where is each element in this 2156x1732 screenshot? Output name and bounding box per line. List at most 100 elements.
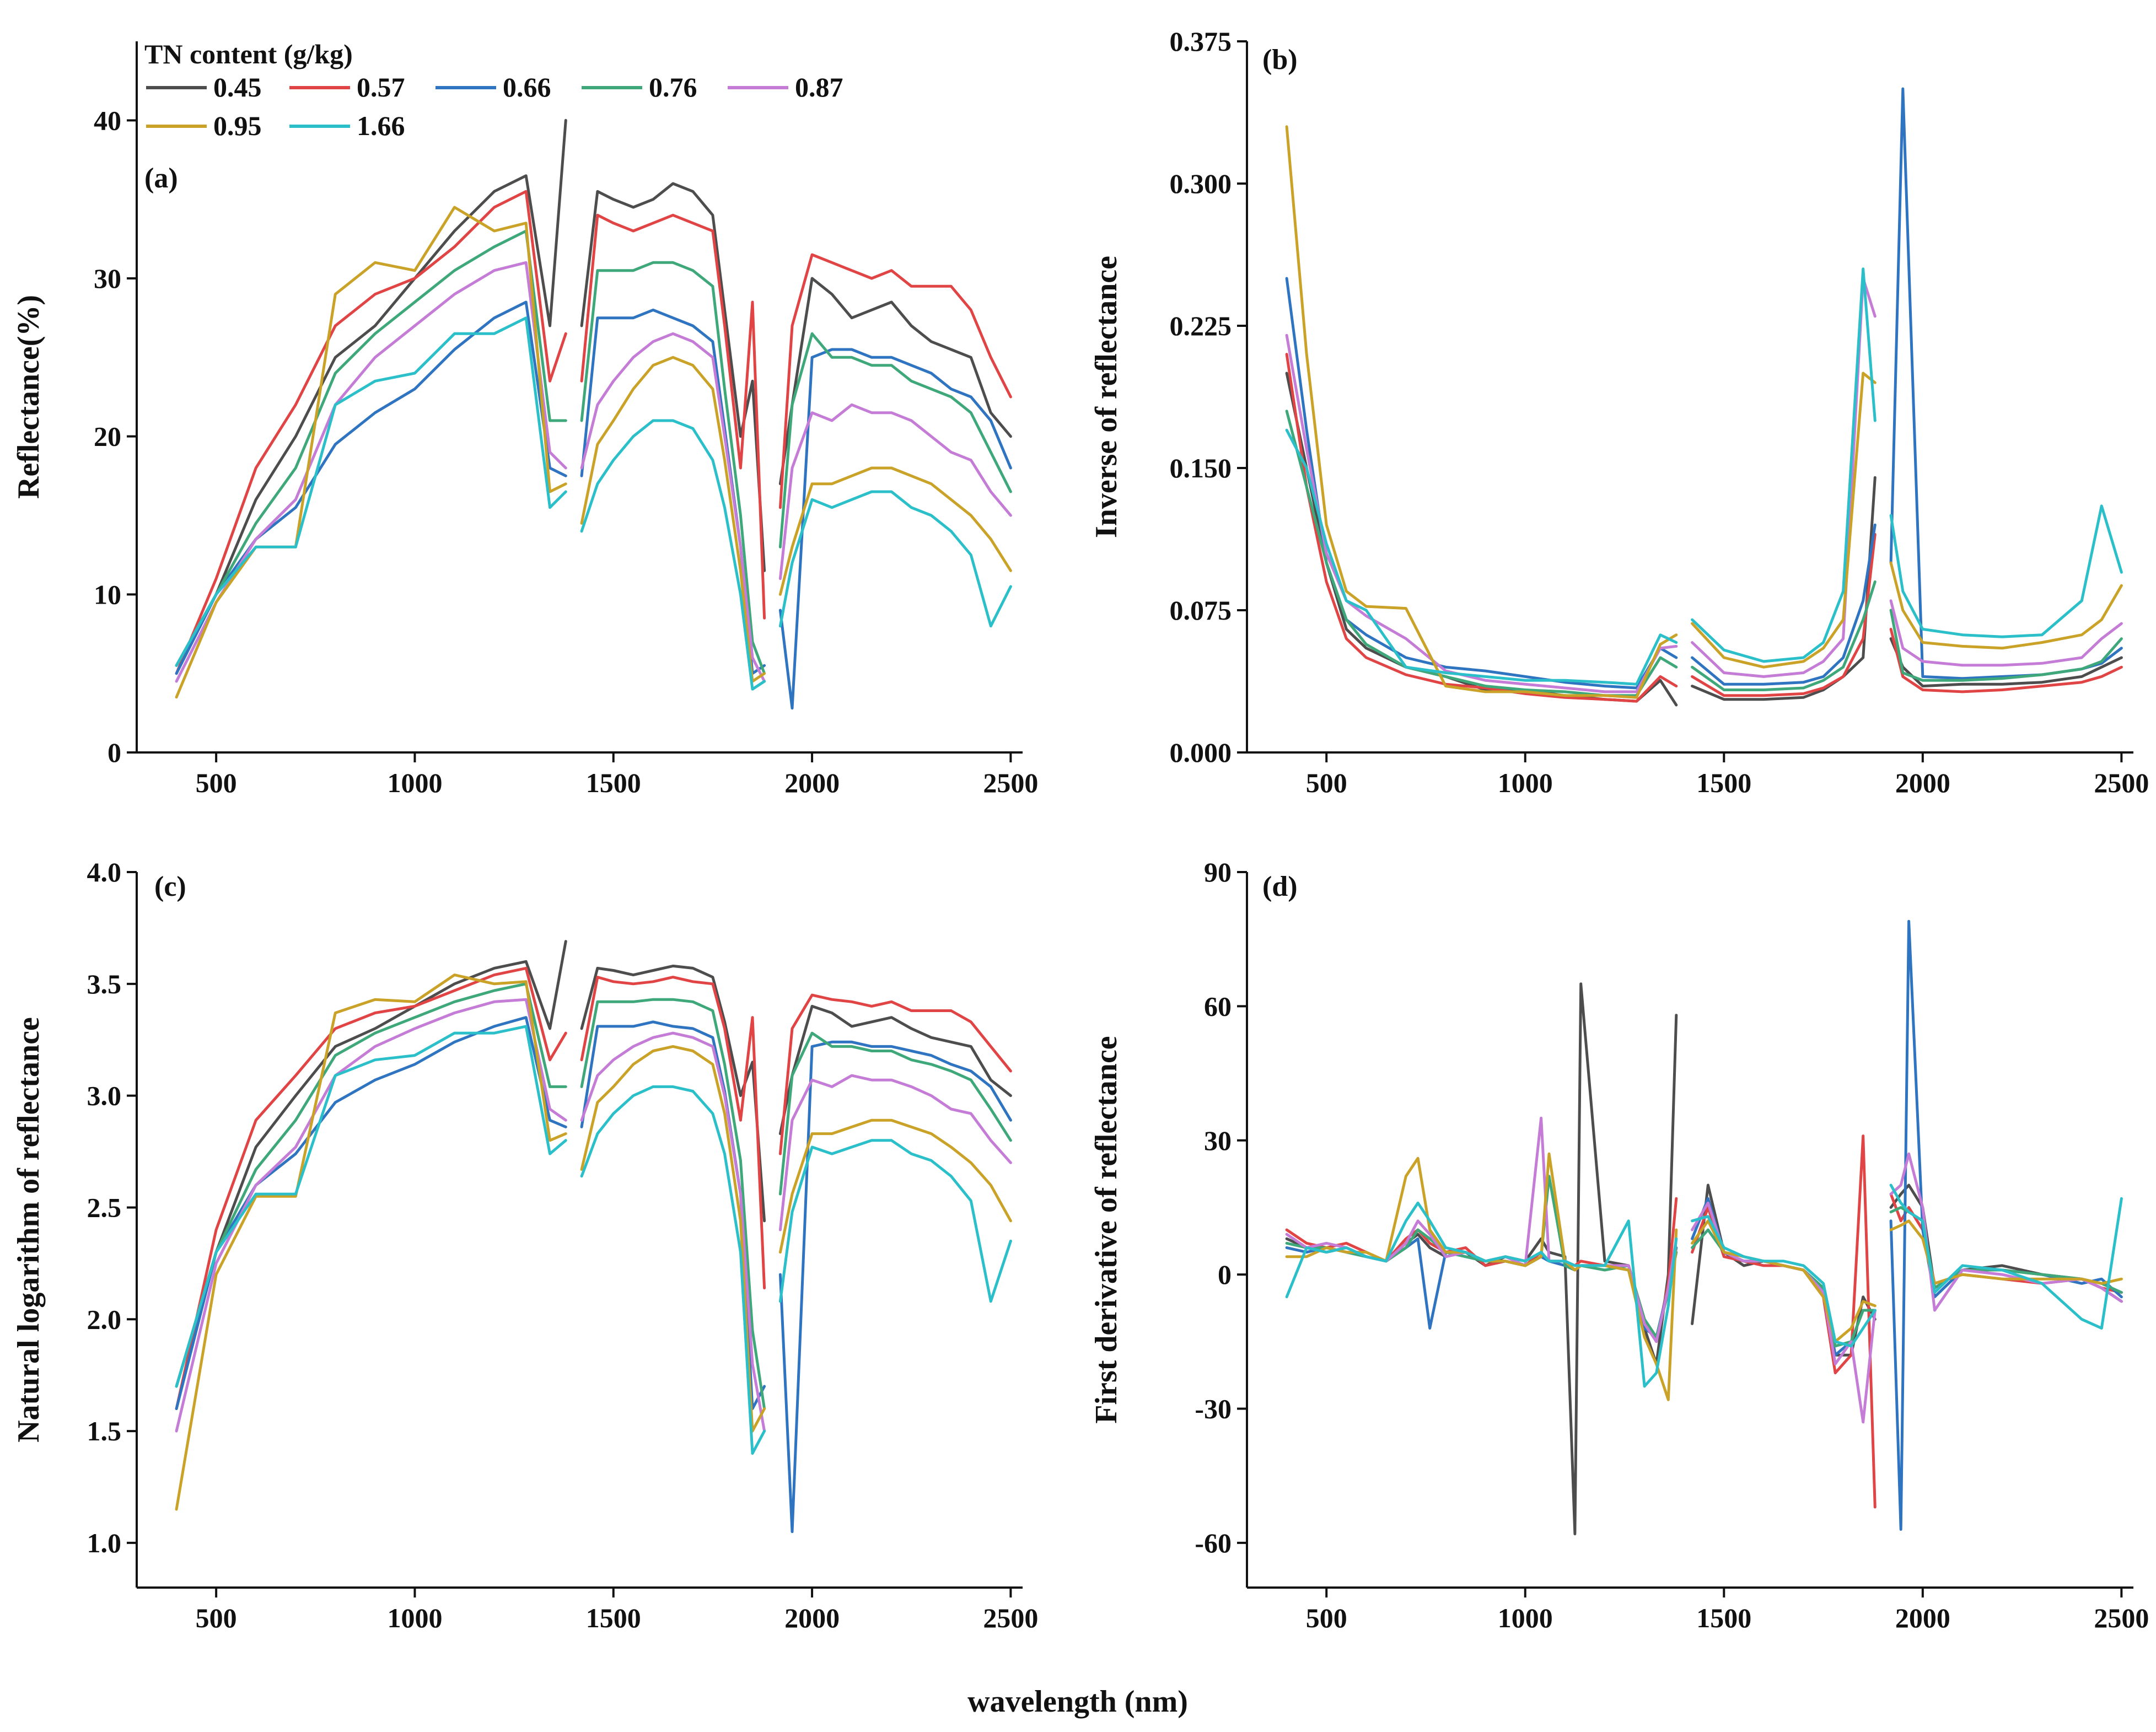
- series-line-0-57-seg1: [175, 966, 567, 1410]
- x-tick-label: 2000: [784, 767, 840, 798]
- x-tick-label: 500: [1306, 767, 1347, 798]
- series-line-1-66-seg1: [1285, 428, 1678, 686]
- x-tick-label: 1000: [387, 767, 442, 798]
- y-tick-label: 40: [94, 105, 121, 136]
- x-tick-label: 2000: [1895, 767, 1950, 798]
- series-line-0-66-seg3: [1889, 87, 2123, 680]
- y-tick-label: 3.0: [87, 1080, 122, 1111]
- series-line-0-76-seg2: [1691, 580, 1877, 691]
- y-tick-label: 3.5: [87, 969, 122, 999]
- series-line-0-57-seg2: [580, 976, 766, 1289]
- series-line-0-76-seg1: [1285, 1175, 1678, 1339]
- series-line-0-66-seg3: [778, 1040, 1012, 1534]
- x-tick-label: 500: [196, 1602, 237, 1633]
- series-line-0-76-seg1: [175, 982, 567, 1388]
- series-line-1-66-seg2: [1691, 1215, 1877, 1348]
- y-tick-label: -30: [1195, 1394, 1232, 1424]
- legend-label: 0.66: [503, 72, 551, 103]
- series-line-1-66-seg2: [580, 419, 766, 691]
- y-tick-label: 1.5: [87, 1416, 122, 1446]
- series-line-0-95-seg2: [1691, 372, 1877, 669]
- y-axis-title: Inverse of reflectance: [1089, 256, 1123, 538]
- y-tick-label: 2.0: [87, 1304, 122, 1335]
- legend-item-0-95: 0.95: [146, 110, 262, 141]
- x-tick-label: 1000: [1498, 1602, 1553, 1633]
- y-tick-label: 4.0: [87, 857, 122, 887]
- series-line-1-66-seg1: [175, 1025, 567, 1388]
- x-tick-label: 1000: [1498, 767, 1553, 798]
- series-line-0-95-seg2: [1691, 1219, 1877, 1343]
- series-line-0-95-seg3: [1889, 561, 2123, 650]
- legend-item-0-57: 0.57: [289, 72, 405, 103]
- series-line-0-95-seg1: [175, 973, 567, 1511]
- series-line-0-45-seg1: [1285, 372, 1678, 707]
- legend-item-1-66: 1.66: [289, 110, 405, 141]
- y-tick-label: -60: [1195, 1527, 1232, 1558]
- y-tick-label: 90: [1204, 857, 1232, 887]
- x-tick-label: 2000: [1895, 1602, 1950, 1633]
- y-tick-label: 0.225: [1170, 310, 1232, 341]
- series-line-1-66-seg1: [175, 316, 567, 667]
- series-line-0-45-seg3: [778, 1004, 1012, 1136]
- series-line-0-87-seg3: [1889, 599, 2123, 667]
- x-tick-label: 1500: [586, 1602, 641, 1633]
- y-axis-title: Reflectance(%): [12, 295, 46, 499]
- y-tick-label: 0.150: [1170, 453, 1232, 483]
- y-tick-label: 0.375: [1170, 26, 1232, 57]
- y-tick-label: 10: [94, 579, 121, 610]
- series-line-0-87-seg3: [778, 1074, 1012, 1231]
- x-tick-label: 1500: [1696, 767, 1751, 798]
- series-line-0-57-seg2: [1691, 532, 1877, 697]
- legend-label: 1.66: [357, 110, 405, 141]
- x-tick-label: 1000: [387, 1602, 442, 1633]
- series-line-0-76-seg1: [1285, 410, 1678, 697]
- x-tick-label: 2500: [983, 1602, 1038, 1633]
- series-line-0-76-seg3: [1889, 609, 2123, 682]
- y-tick-label: 0.075: [1170, 595, 1232, 626]
- y-tick-label: 60: [1204, 991, 1232, 1021]
- legend-label: 0.57: [357, 72, 405, 103]
- series-line-0-57-seg3: [1889, 627, 2123, 693]
- y-tick-label: 0.300: [1170, 168, 1232, 199]
- series-line-0-87-seg3: [778, 403, 1012, 580]
- legend-item-0-66: 0.66: [435, 72, 551, 103]
- y-tick-label: 30: [1204, 1125, 1232, 1156]
- legend: TN content (g/kg) 0.45 0.57 0.66 0.76 0.870.…: [144, 39, 843, 141]
- series-line-1-66-seg3: [778, 490, 1012, 628]
- series-line-0-66-seg1: [175, 300, 567, 675]
- legend-label: 0.76: [649, 72, 697, 103]
- panel-b-inverse-reflectance: 500 1000 1500 2000 2500 0.000 0.075 0.150 0.225 0…: [1089, 26, 2149, 798]
- series-line-0-45-seg2: [1691, 476, 1877, 701]
- series-line-0-45-seg3: [778, 277, 1012, 486]
- series-line-1-66-seg2: [580, 1085, 766, 1455]
- series-line-0-57-seg3: [778, 993, 1012, 1155]
- legend-label: 0.45: [213, 72, 262, 103]
- panel-a-reflectance: 500 1000 1500 2000 2500 0 10 20 30 40 Reflectance(…: [12, 41, 1038, 798]
- panel-tag-c: (c): [154, 871, 186, 902]
- legend-title: TN content (g/kg): [144, 39, 353, 69]
- series-line-0-76-seg2: [580, 998, 766, 1410]
- panel-c-log-reflectance: 500 1000 1500 2000 2500 1.0 1.5 2.0 2.5 3.0 3.5 4.0…: [12, 857, 1038, 1633]
- series-line-0-76-seg3: [778, 332, 1012, 548]
- x-tick-label: 1500: [1696, 1602, 1751, 1633]
- series-line-0-57-seg1: [1285, 353, 1678, 703]
- shared-x-axis-label: wavelength (nm): [967, 1685, 1188, 1719]
- y-tick-label: 30: [94, 263, 121, 294]
- legend-label: 0.95: [213, 110, 262, 141]
- series-line-0-57-seg2: [1691, 1134, 1877, 1509]
- legend-items: 0.45 0.57 0.66 0.76 0.87 0.95 1.66: [146, 72, 843, 141]
- series-line-0-66-seg3: [778, 348, 1012, 710]
- series-line-0-95-seg3: [778, 466, 1012, 596]
- panel-tag-d: (d): [1262, 871, 1298, 902]
- legend-label: 0.87: [795, 72, 843, 103]
- series-line-0-87-seg3: [1889, 1152, 2123, 1312]
- series-line-0-45-seg3: [1889, 637, 2123, 688]
- series-line-1-66-seg3: [1889, 1184, 2123, 1330]
- series-line-0-45-seg1: [175, 940, 567, 1388]
- y-tick-label: 2.5: [87, 1192, 122, 1223]
- series-line-0-87-seg2: [1691, 1201, 1877, 1424]
- legend-item-0-76: 0.76: [582, 72, 697, 103]
- series-line-0-87-seg1: [175, 261, 567, 683]
- y-tick-label: 20: [94, 421, 121, 452]
